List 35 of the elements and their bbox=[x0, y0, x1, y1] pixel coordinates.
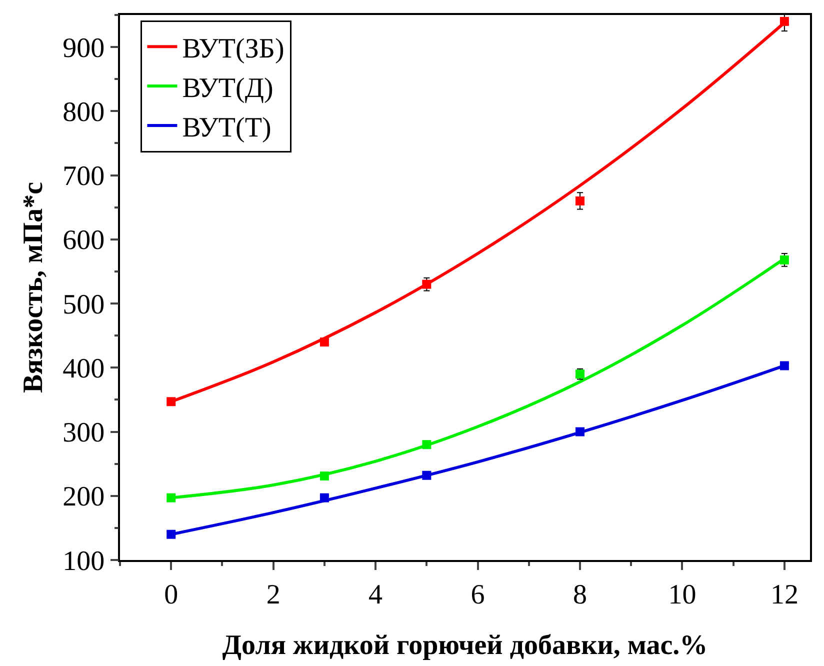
x-tick-label: 4 bbox=[368, 579, 383, 610]
x-tick-label: 10 bbox=[668, 579, 696, 610]
legend-label: ВУТ(Д) bbox=[182, 72, 274, 104]
point bbox=[166, 397, 176, 406]
point bbox=[320, 493, 329, 502]
point bbox=[422, 440, 432, 450]
y-tick-label: 100 bbox=[62, 546, 105, 577]
y-tick-label: 500 bbox=[62, 289, 105, 320]
x-tick-label: 0 bbox=[164, 579, 178, 610]
x-tick-label: 6 bbox=[470, 579, 485, 610]
point bbox=[320, 338, 329, 346]
point bbox=[320, 472, 329, 481]
point bbox=[780, 16, 789, 26]
point bbox=[576, 196, 584, 206]
point bbox=[166, 493, 176, 502]
y-tick-label: 300 bbox=[62, 418, 105, 449]
x-tick-label: 8 bbox=[573, 579, 587, 610]
y-tick-label: 800 bbox=[62, 96, 105, 128]
point bbox=[422, 470, 432, 480]
legend-label: ВУТ(ЗБ) bbox=[182, 34, 284, 65]
y-tick-label: 400 bbox=[62, 353, 105, 384]
x-tick-label: 12 bbox=[770, 579, 798, 610]
point bbox=[166, 530, 176, 539]
y-axis-title: Вязкость, мПа*с bbox=[18, 182, 49, 394]
y-tick-label: 900 bbox=[62, 32, 105, 64]
point bbox=[422, 280, 432, 289]
y-tick-label: 600 bbox=[62, 225, 105, 256]
point bbox=[576, 427, 584, 436]
y-tick-label: 200 bbox=[62, 482, 105, 513]
point bbox=[780, 255, 789, 264]
y-tick-label: 700 bbox=[62, 161, 105, 192]
x-axis-title: Доля жидкой горючей добавки, мас.% bbox=[222, 630, 708, 661]
point bbox=[780, 361, 789, 370]
legend-label: ВУТ(Т) bbox=[182, 112, 272, 144]
x-tick-label: 2 bbox=[266, 579, 280, 610]
